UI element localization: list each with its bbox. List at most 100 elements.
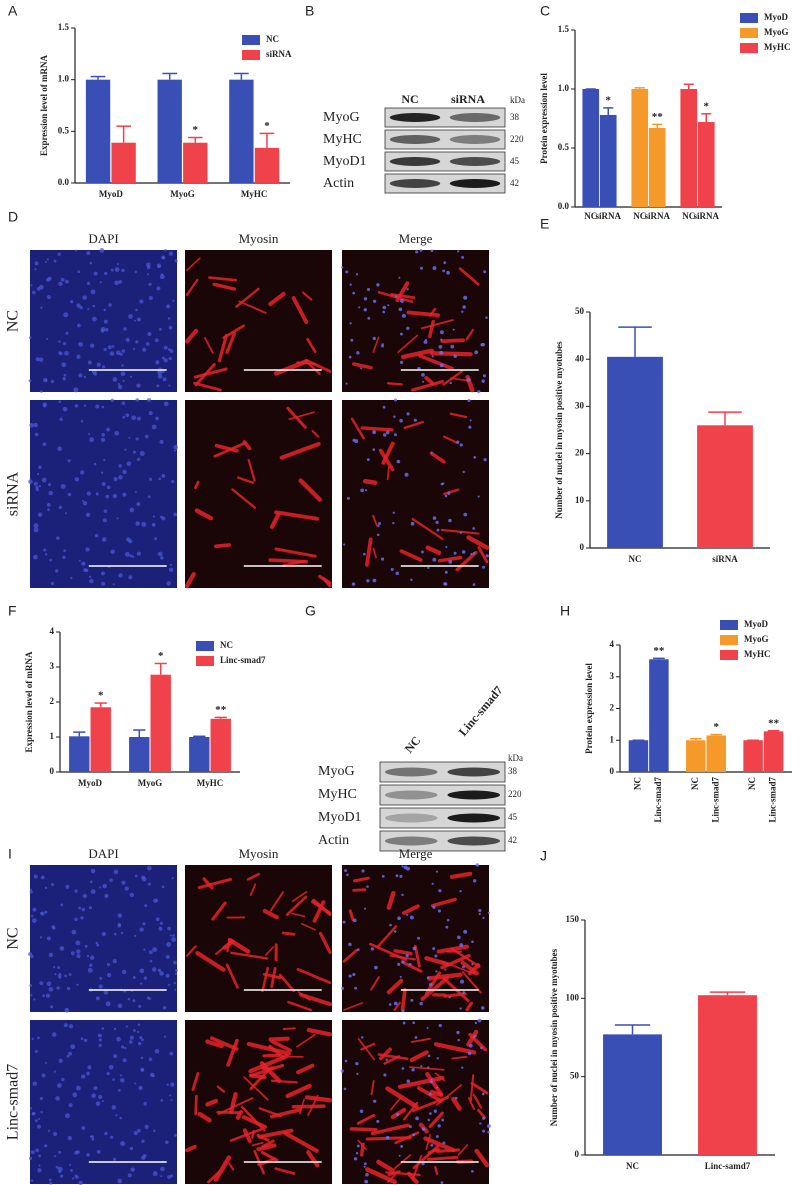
- nucleus: [64, 512, 67, 515]
- nucleus: [446, 270, 450, 275]
- nucleus: [33, 998, 36, 1001]
- nucleus: [174, 259, 178, 263]
- panel-label: G: [305, 603, 316, 619]
- nucleus: [155, 416, 159, 421]
- bar: [697, 425, 753, 548]
- myotube: [249, 1069, 270, 1091]
- nucleus: [128, 1040, 133, 1044]
- nucleus: [393, 433, 397, 437]
- nucleus: [112, 493, 118, 499]
- nucleus: [102, 518, 107, 523]
- nucleus: [406, 326, 410, 330]
- nucleus: [95, 492, 99, 496]
- nucleus: [99, 886, 102, 889]
- nucleus: [103, 989, 109, 995]
- nucleus: [462, 305, 466, 309]
- y-axis-label: Number of nuclei in myosin positive myot…: [554, 341, 564, 519]
- bar: [743, 740, 763, 772]
- nucleus: [361, 869, 365, 873]
- nucleus: [129, 892, 134, 898]
- nucleus: [162, 356, 165, 360]
- nucleus: [118, 475, 123, 480]
- nucleus: [422, 380, 425, 383]
- nucleus: [69, 1163, 72, 1166]
- nucleus: [419, 1001, 423, 1006]
- nucleus: [54, 973, 57, 976]
- nucleus: [142, 347, 147, 352]
- nucleus: [74, 889, 78, 893]
- nucleus: [128, 314, 133, 319]
- y-tick-label: 150: [566, 914, 580, 924]
- nucleus: [480, 1046, 483, 1050]
- nucleus: [401, 313, 406, 318]
- myotube: [300, 922, 316, 931]
- significance-mark: *: [264, 120, 270, 132]
- nucleus: [479, 1122, 482, 1125]
- nucleus: [68, 1024, 74, 1029]
- nucleus: [83, 375, 87, 379]
- nucleus: [459, 889, 462, 893]
- nucleus: [415, 1116, 419, 1121]
- legend-label: Linc-smad7: [220, 655, 266, 665]
- nucleus: [87, 308, 90, 311]
- nucleus: [67, 1135, 72, 1141]
- nucleus: [467, 1051, 472, 1056]
- myotube: [429, 351, 473, 357]
- nucleus: [44, 1144, 48, 1148]
- bar: [150, 674, 171, 772]
- nucleus: [58, 340, 61, 343]
- x-tick-label: MyoD: [78, 778, 102, 788]
- myotube: [217, 1097, 254, 1115]
- nucleus: [141, 875, 146, 880]
- nucleus: [159, 439, 164, 445]
- blot-band: [447, 813, 500, 823]
- myotube: [204, 337, 214, 354]
- nucleus: [171, 937, 176, 942]
- nucleus: [165, 954, 170, 959]
- nucleus: [122, 379, 125, 382]
- nucleus: [171, 877, 174, 880]
- x-tick-label: Linc-samd7: [705, 1161, 751, 1171]
- nucleus: [473, 455, 477, 459]
- nucleus: [81, 561, 86, 566]
- nucleus: [354, 986, 358, 990]
- nucleus: [427, 1054, 431, 1058]
- nucleus: [82, 893, 87, 899]
- myotube: [268, 1036, 290, 1042]
- myotube: [423, 1136, 456, 1153]
- y-axis-label: Number of nuclei in myosin positive myot…: [549, 948, 559, 1126]
- nucleus: [136, 416, 141, 421]
- nucleus: [397, 962, 401, 966]
- myotube: [262, 908, 279, 920]
- legend-swatch: [740, 13, 758, 23]
- nucleus: [51, 925, 55, 929]
- nucleus: [58, 1169, 62, 1174]
- nucleus: [57, 252, 61, 256]
- nucleus: [119, 352, 123, 356]
- myotube: [386, 978, 404, 995]
- nucleus: [72, 1092, 78, 1098]
- myotube: [370, 976, 380, 991]
- myotube: [185, 945, 197, 957]
- nucleus: [122, 1058, 127, 1063]
- nucleus: [448, 996, 451, 999]
- blot-band: [447, 836, 500, 846]
- micrograph: [185, 400, 332, 588]
- nucleus: [44, 910, 48, 914]
- blot-band: [389, 157, 441, 166]
- nucleus: [75, 249, 78, 252]
- nucleus: [96, 1149, 101, 1154]
- y-tick-label: 0.5: [558, 142, 570, 152]
- nucleus: [166, 304, 171, 309]
- nucleus: [77, 270, 81, 274]
- nucleus: [399, 874, 403, 878]
- nucleus: [485, 554, 489, 558]
- nucleus: [146, 397, 152, 403]
- nucleus: [380, 557, 385, 561]
- nucleus: [113, 1027, 117, 1031]
- nucleus: [104, 271, 108, 276]
- myotube: [307, 1094, 319, 1116]
- nucleus: [29, 888, 33, 891]
- panel-label: E: [540, 216, 549, 232]
- nucleus: [76, 303, 81, 308]
